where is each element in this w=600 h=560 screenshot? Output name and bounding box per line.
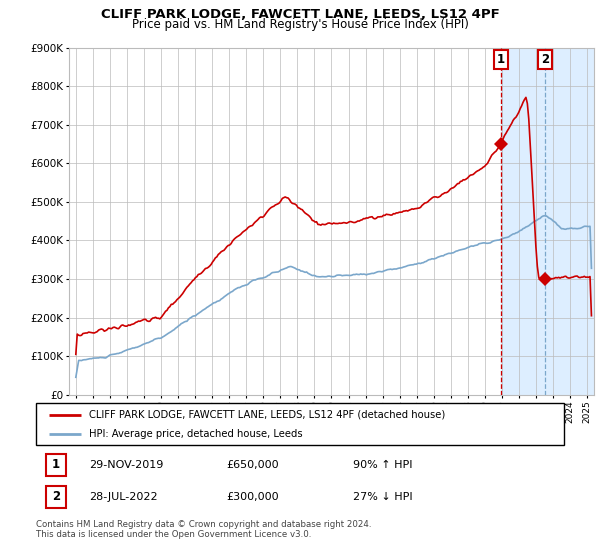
Text: CLIFF PARK LODGE, FAWCETT LANE, LEEDS, LS12 4PF: CLIFF PARK LODGE, FAWCETT LANE, LEEDS, L… (101, 8, 499, 21)
Text: 2: 2 (52, 491, 60, 503)
Text: 2: 2 (541, 53, 550, 66)
Text: 29-NOV-2019: 29-NOV-2019 (89, 460, 163, 470)
Text: 1: 1 (52, 458, 60, 472)
FancyBboxPatch shape (46, 486, 66, 508)
Text: 27% ↓ HPI: 27% ↓ HPI (353, 492, 412, 502)
FancyBboxPatch shape (46, 454, 66, 475)
Text: HPI: Average price, detached house, Leeds: HPI: Average price, detached house, Leed… (89, 429, 302, 439)
Text: £300,000: £300,000 (226, 492, 279, 502)
FancyBboxPatch shape (36, 403, 564, 445)
Text: CLIFF PARK LODGE, FAWCETT LANE, LEEDS, LS12 4PF (detached house): CLIFF PARK LODGE, FAWCETT LANE, LEEDS, L… (89, 409, 445, 419)
Text: 1: 1 (496, 53, 505, 66)
Text: Contains HM Land Registry data © Crown copyright and database right 2024.
This d: Contains HM Land Registry data © Crown c… (36, 520, 371, 539)
Text: £650,000: £650,000 (226, 460, 279, 470)
Text: 28-JUL-2022: 28-JUL-2022 (89, 492, 157, 502)
Bar (500, 48, 594, 395)
Text: 90% ↑ HPI: 90% ↑ HPI (353, 460, 412, 470)
Text: Price paid vs. HM Land Registry's House Price Index (HPI): Price paid vs. HM Land Registry's House … (131, 18, 469, 31)
